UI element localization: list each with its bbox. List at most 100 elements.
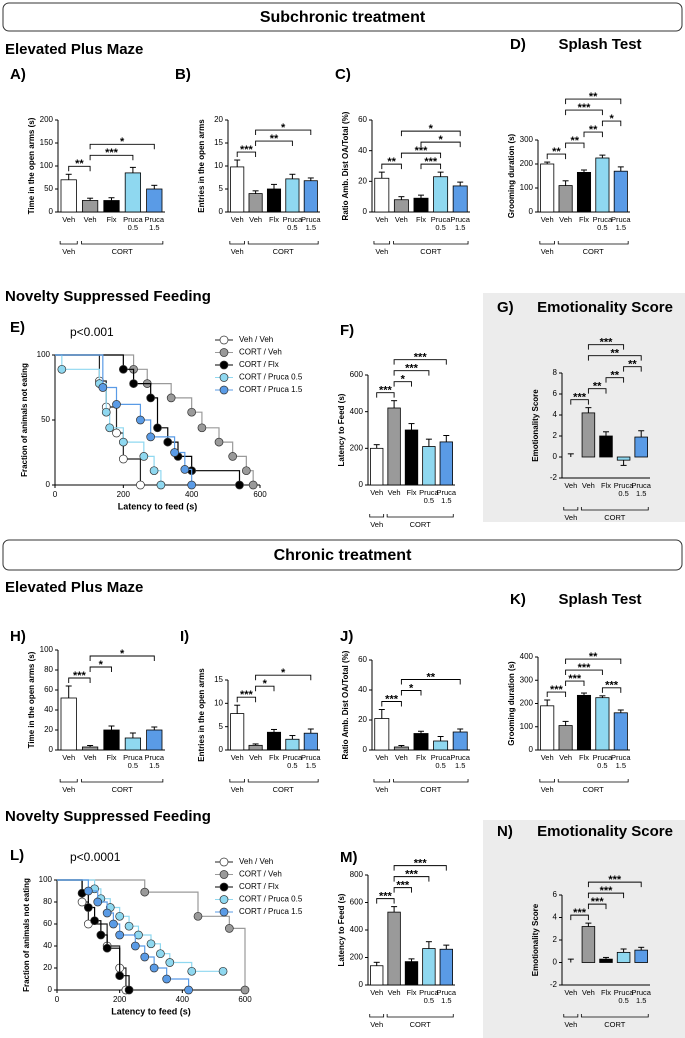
x-tick-label: Pruca 0.5 (282, 753, 303, 770)
bar (146, 729, 163, 751)
significance-label: * (281, 122, 286, 134)
significance-label: *** (405, 869, 419, 881)
y-tick-label: 4 (553, 913, 558, 922)
x-tick-label: Veh (375, 753, 389, 762)
significance-bracket (89, 154, 134, 161)
event-point (146, 939, 156, 949)
significance-label: ** (611, 370, 620, 382)
significance-bracket (236, 151, 257, 158)
significance-bracket (583, 131, 603, 138)
bar (413, 733, 429, 751)
significance-label: ** (589, 651, 598, 663)
event-point (166, 393, 176, 403)
bar (433, 740, 449, 751)
group-label: CORT (410, 1020, 432, 1029)
y-axis-label: Emotionality Score (531, 389, 540, 462)
y-tick-label: 300 (520, 675, 534, 684)
panel-label: N) (497, 823, 513, 840)
significance-label: *** (396, 880, 410, 892)
y-tick-label: 80 (44, 665, 53, 674)
x-tick-label: Flx (268, 215, 279, 224)
x-tick-label: Veh (230, 215, 244, 224)
y-tick-label: 0 (359, 980, 364, 989)
significance-label: *** (379, 385, 393, 397)
significance-bracket (570, 914, 589, 921)
event-point (129, 379, 138, 388)
group-label: CORT (273, 247, 295, 256)
x-tick-label: Veh (249, 215, 263, 224)
legend-label: Veh / Veh (239, 857, 273, 866)
x-tick-label: Pruca 1.5 (450, 215, 470, 232)
bar (422, 446, 436, 486)
legend-marker (219, 870, 229, 879)
group-bracket (580, 1014, 649, 1018)
x-tick-label: 0 (53, 490, 58, 499)
x-tick-label: Pruca 0.5 (419, 988, 439, 1005)
group-label: Veh (62, 785, 75, 794)
bar (124, 737, 142, 751)
significance-bracket (255, 685, 275, 692)
x-tick-label: Veh (370, 488, 384, 497)
event-point (162, 974, 172, 984)
y-tick-label: 20 (214, 115, 223, 124)
event-point (146, 393, 156, 403)
event-point (165, 958, 175, 967)
bar (248, 193, 263, 213)
significance-label: *** (73, 670, 87, 682)
significance-bracket (587, 344, 625, 350)
significance-label: * (609, 113, 614, 125)
y-axis-label: Emotionality Score (531, 903, 540, 976)
group-bracket (59, 241, 78, 245)
x-tick-label: Veh (387, 488, 401, 497)
significance-label: ** (387, 156, 396, 168)
group-bracket (373, 779, 391, 783)
y-axis-label: Latency to Feed (s) (337, 893, 346, 966)
x-tick-label: Pruca 1.5 (436, 488, 457, 505)
significance-bracket (565, 669, 603, 676)
group-bracket (369, 1014, 385, 1018)
event-point (184, 985, 193, 995)
significance-label: *** (568, 673, 582, 685)
significance-bracket (376, 898, 395, 904)
panel-label: A) (10, 66, 26, 83)
significance-bracket (393, 370, 430, 376)
y-tick-label: 100 (520, 183, 534, 192)
event-point (112, 400, 121, 409)
group-label: Veh (370, 1020, 383, 1029)
bar (81, 200, 99, 213)
significance-label: ** (589, 124, 598, 136)
event-point (124, 985, 134, 995)
section-heading: Elevated Plus Maze (5, 41, 143, 58)
y-tick-label: 0 (363, 745, 368, 754)
bar (387, 407, 401, 486)
y-tick-label: 300 (520, 135, 534, 144)
y-tick-label: 6 (553, 389, 558, 398)
event-point (240, 985, 250, 995)
x-tick-label: 400 (176, 995, 190, 1004)
bar (595, 157, 610, 213)
significance-bracket (255, 129, 312, 136)
significance-label: *** (379, 891, 393, 903)
y-tick-label: 0 (529, 745, 534, 754)
panel-label: C) (335, 66, 351, 83)
event-point (153, 423, 162, 433)
significance-bracket (420, 163, 442, 170)
y-tick-label: 50 (41, 415, 50, 424)
y-tick-label: 60 (43, 919, 52, 928)
panel-label: D) (510, 36, 526, 53)
bar (540, 705, 555, 751)
legend-label: CORT / Pruca 0.5 (239, 895, 303, 904)
bar (558, 185, 573, 213)
bar (452, 731, 468, 751)
y-tick-label: 200 (520, 699, 534, 708)
significance-label: *** (414, 352, 428, 364)
group-label: Veh (375, 247, 388, 256)
legend-marker (219, 360, 229, 370)
bar (404, 961, 419, 986)
legend-label: CORT / Pruca 0.5 (239, 373, 303, 382)
event-point (77, 897, 87, 907)
group-bracket (393, 241, 469, 245)
panel-label: K) (510, 591, 526, 608)
significance-bracket (68, 165, 91, 172)
legend-label: Veh / Veh (239, 335, 273, 344)
